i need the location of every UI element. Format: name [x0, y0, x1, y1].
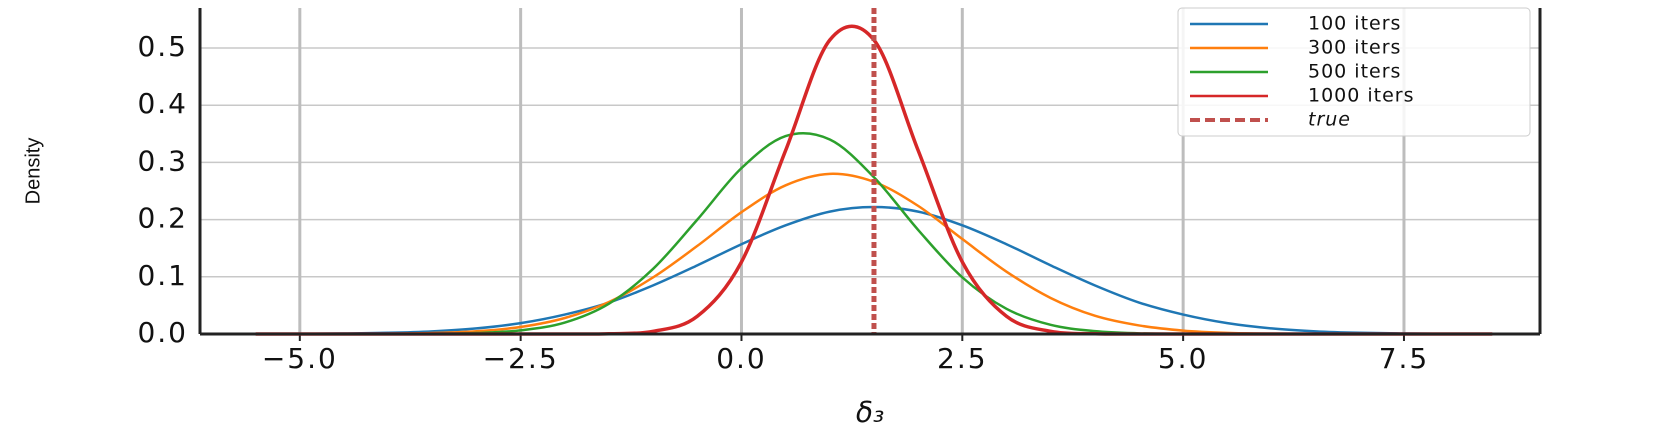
x-tick-label: −5.0 [262, 342, 338, 375]
y-tick-label: 0.0 [137, 316, 188, 349]
x-axis-label: δ₃ [856, 396, 884, 429]
legend-box [1177, 7, 1531, 137]
legend-label: 1000 iters [1308, 85, 1415, 107]
legend-label: true [1308, 109, 1351, 131]
legend-label: 100 iters [1308, 13, 1401, 35]
x-tick-label: 5.0 [1158, 342, 1209, 375]
y-tick-label: 0.5 [137, 30, 188, 63]
x-tick-label: −2.5 [483, 342, 559, 375]
y-tick-label: 0.4 [137, 87, 188, 120]
legend-label: 300 iters [1308, 37, 1401, 59]
x-tick-label: 2.5 [937, 342, 988, 375]
y-axis-label: Density [22, 138, 44, 205]
y-tick-label: 0.2 [137, 202, 188, 235]
legend-label: 500 iters [1308, 61, 1401, 83]
x-tick-label: 0.0 [716, 342, 767, 375]
y-tick-label: 0.3 [137, 144, 188, 177]
x-tick-label: 7.5 [1379, 342, 1430, 375]
y-tick-label: 0.1 [137, 259, 188, 292]
